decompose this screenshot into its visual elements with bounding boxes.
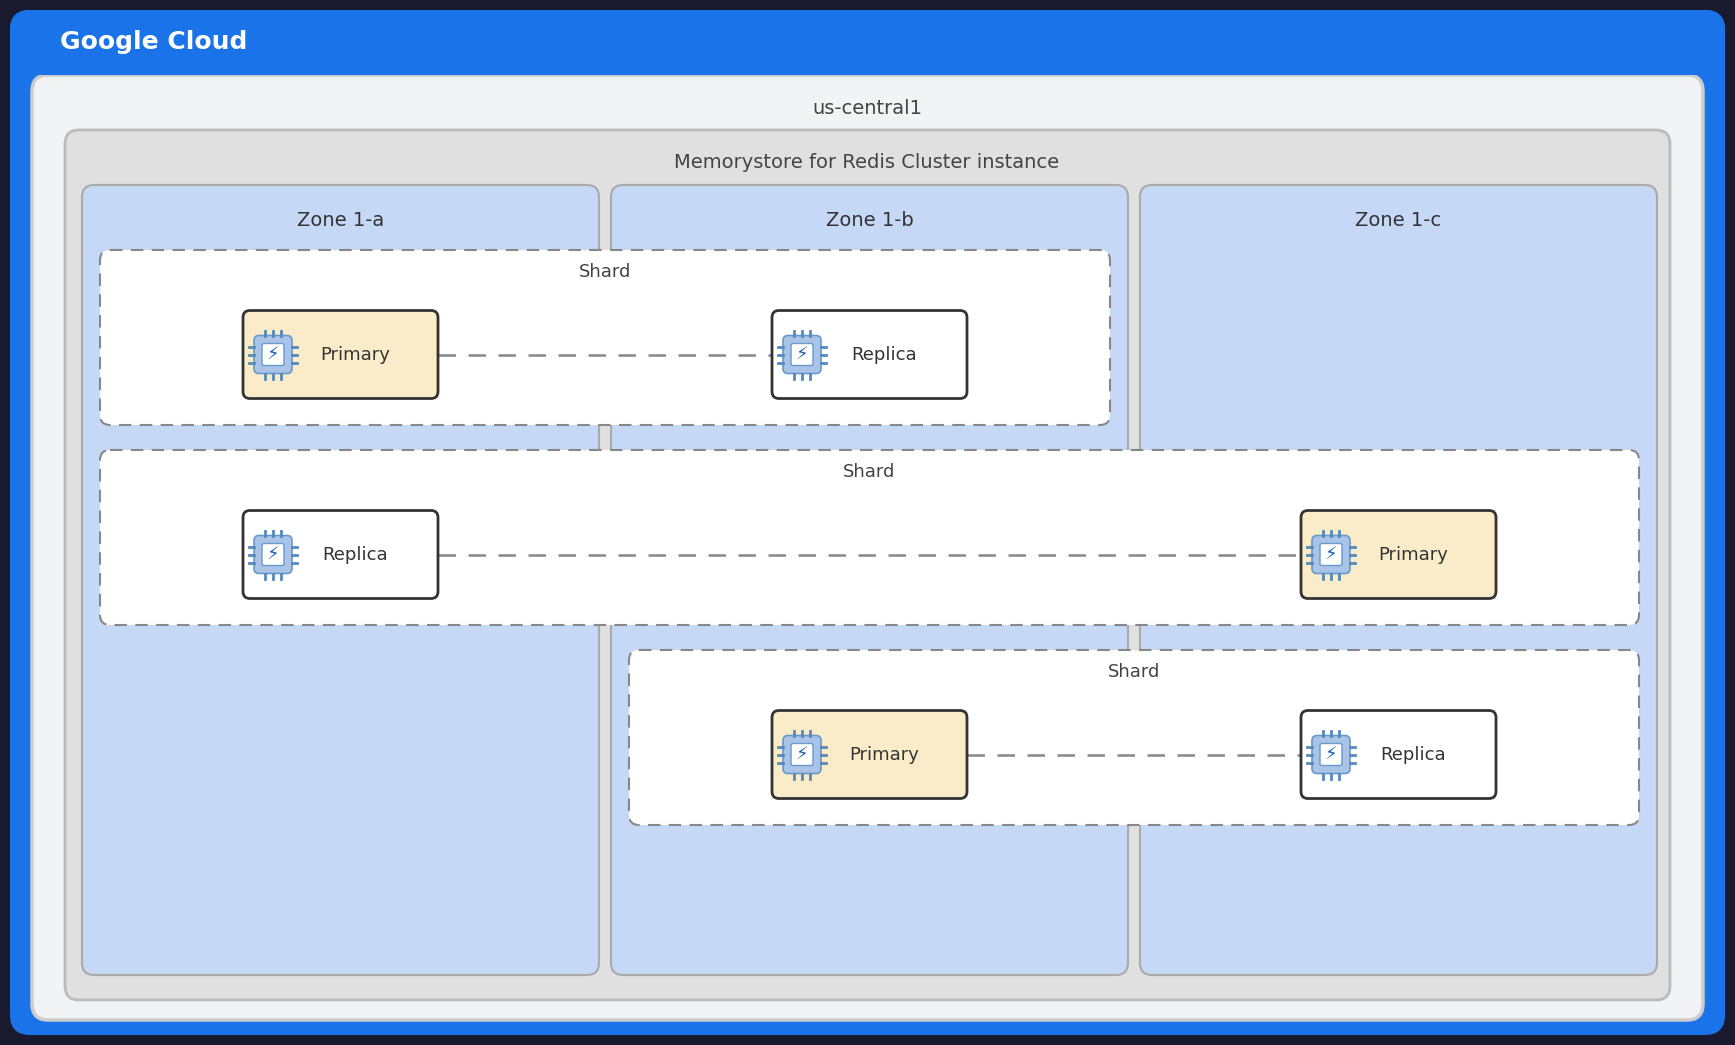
Text: Zone 1-b: Zone 1-b [826, 210, 913, 230]
Text: Memorystore for Redis Cluster instance: Memorystore for Redis Cluster instance [675, 154, 1060, 172]
FancyBboxPatch shape [782, 736, 821, 773]
FancyBboxPatch shape [253, 535, 291, 574]
FancyBboxPatch shape [10, 10, 1725, 75]
FancyBboxPatch shape [1301, 711, 1496, 798]
FancyBboxPatch shape [262, 344, 285, 366]
FancyBboxPatch shape [262, 543, 285, 565]
Bar [10, 45, 1725, 75]
FancyBboxPatch shape [1320, 743, 1341, 766]
FancyBboxPatch shape [1312, 535, 1350, 574]
FancyBboxPatch shape [782, 335, 821, 373]
FancyBboxPatch shape [253, 335, 291, 373]
FancyBboxPatch shape [1301, 511, 1496, 599]
Text: Replica: Replica [323, 545, 389, 563]
FancyBboxPatch shape [101, 450, 1640, 625]
FancyBboxPatch shape [64, 130, 1671, 1000]
FancyBboxPatch shape [243, 310, 437, 398]
FancyBboxPatch shape [1312, 736, 1350, 773]
FancyBboxPatch shape [31, 75, 1704, 1020]
FancyBboxPatch shape [791, 344, 814, 366]
Text: ⚡: ⚡ [267, 346, 279, 364]
Text: Zone 1-c: Zone 1-c [1355, 210, 1442, 230]
FancyBboxPatch shape [243, 511, 437, 599]
FancyBboxPatch shape [1140, 185, 1657, 975]
FancyBboxPatch shape [1320, 543, 1341, 565]
Text: us-central1: us-central1 [812, 98, 921, 117]
FancyBboxPatch shape [10, 10, 1725, 1035]
Text: ⚡: ⚡ [267, 545, 279, 563]
FancyBboxPatch shape [630, 650, 1640, 825]
Text: Shard: Shard [1109, 663, 1161, 681]
FancyBboxPatch shape [82, 185, 599, 975]
Text: Primary: Primary [850, 745, 920, 764]
FancyBboxPatch shape [772, 310, 966, 398]
Text: Primary: Primary [1379, 545, 1449, 563]
FancyBboxPatch shape [611, 185, 1128, 975]
Text: ⚡: ⚡ [1326, 745, 1338, 764]
Text: ⚡: ⚡ [796, 346, 809, 364]
FancyBboxPatch shape [791, 743, 814, 766]
Text: Replica: Replica [1381, 745, 1447, 764]
Text: Zone 1-a: Zone 1-a [297, 210, 383, 230]
Text: Replica: Replica [852, 346, 918, 364]
Text: Shard: Shard [579, 263, 632, 281]
Text: Google Cloud: Google Cloud [61, 30, 248, 54]
Text: Primary: Primary [321, 346, 390, 364]
Text: ⚡: ⚡ [796, 745, 809, 764]
FancyBboxPatch shape [772, 711, 966, 798]
Text: Shard: Shard [843, 463, 895, 481]
Text: ⚡: ⚡ [1326, 545, 1338, 563]
FancyBboxPatch shape [101, 250, 1110, 425]
